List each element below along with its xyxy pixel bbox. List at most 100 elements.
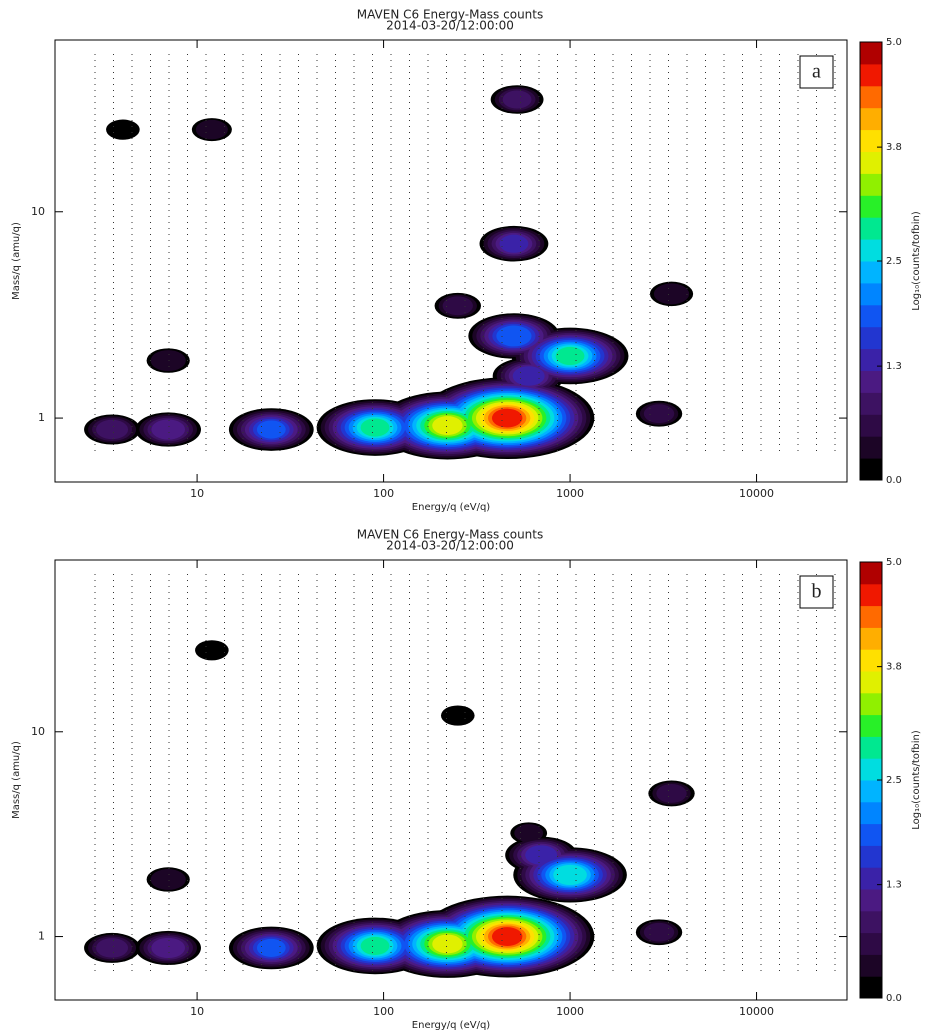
y-tick-label: 10 — [31, 725, 45, 738]
colorbar-tick-label: 1.3 — [886, 880, 902, 891]
colorbar-bin — [860, 107, 882, 131]
colorbar-bin — [860, 889, 882, 912]
chart-subtitle: 2014-03-20/12:00:00 — [386, 19, 514, 33]
contour-level — [256, 938, 286, 957]
colorbar-bin — [860, 649, 882, 672]
contour-level — [360, 418, 390, 437]
colorbar-bin — [860, 414, 882, 437]
contour-level — [360, 936, 390, 955]
y-axis-label: Mass/q (amu/q) — [11, 741, 22, 819]
colorbar-bin — [860, 976, 882, 999]
colorbar-tick-label: 2.5 — [886, 256, 902, 267]
colorbar-bin — [860, 867, 882, 890]
contour-level — [491, 408, 523, 428]
colorbar-label: Log₁₀(counts/tofbin) — [911, 211, 922, 311]
x-tick-label: 100 — [373, 487, 394, 500]
contour-level — [432, 416, 463, 435]
colorbar-bin — [860, 304, 882, 328]
colorbar-bin — [860, 845, 882, 868]
colorbar-bin — [860, 370, 882, 393]
colorbar-bin — [860, 129, 882, 152]
colorbar-bin — [860, 671, 882, 694]
colorbar-bin — [860, 261, 882, 284]
contour-level — [653, 283, 690, 305]
colorbar-bin — [860, 823, 882, 846]
colorbar-tick-label: 2.5 — [886, 775, 902, 786]
y-tick-label: 1 — [38, 930, 45, 943]
colorbar-bin — [860, 758, 882, 781]
panel: MAVEN C6 Energy-Mass counts2014-03-20/12… — [11, 8, 922, 514]
contour-level — [96, 419, 129, 440]
colorbar-tick-label: 0.0 — [886, 475, 902, 486]
colorbar-bin — [860, 151, 882, 174]
y-axis-label: Mass/q (amu/q) — [11, 222, 22, 300]
chart-subtitle: 2014-03-20/12:00:00 — [386, 539, 514, 553]
contour-level — [151, 419, 186, 440]
colorbar-bin — [860, 217, 882, 240]
colorbar-bin — [860, 714, 882, 737]
colorbar-tick-label: 0.0 — [886, 993, 902, 1004]
x-axis-label: Energy/q (eV/q) — [412, 1020, 491, 1031]
colorbar-bin — [860, 239, 882, 262]
contour-level — [195, 119, 228, 140]
x-tick-label: 10000 — [739, 1005, 774, 1018]
contour-level — [656, 784, 687, 803]
x-tick-label: 10 — [190, 487, 204, 500]
x-tick-label: 1000 — [556, 487, 584, 500]
y-tick-label: 10 — [31, 205, 45, 218]
colorbar-bin — [860, 458, 882, 481]
colorbar-bin — [860, 932, 882, 955]
x-tick-label: 100 — [373, 1005, 394, 1018]
colorbar-tick-label: 3.8 — [886, 662, 902, 673]
contour-level — [496, 325, 532, 347]
plot-area — [84, 54, 836, 460]
panel: MAVEN C6 Energy-Mass counts2014-03-20/12… — [11, 528, 922, 1032]
colorbar-bin — [860, 392, 882, 415]
contour-level — [195, 640, 229, 661]
colorbar-bin — [860, 85, 882, 109]
colorbar-bin — [860, 910, 882, 934]
x-tick-label: 1000 — [556, 1005, 584, 1018]
contour-level — [502, 90, 532, 109]
x-tick-label: 10 — [190, 1005, 204, 1018]
contour-level — [525, 845, 558, 865]
contour-level — [150, 350, 186, 372]
contour-level — [499, 234, 529, 253]
x-axis-label: Energy/q (eV/q) — [412, 502, 491, 513]
contour-level — [442, 296, 473, 316]
colorbar-bin — [860, 780, 882, 803]
contour-level — [440, 705, 475, 726]
colorbar-bin — [860, 583, 882, 607]
panel-label-box — [799, 55, 834, 89]
colorbar-bin — [860, 736, 882, 759]
colorbar-bin — [860, 42, 882, 65]
colorbar-tick-label: 5.0 — [886, 557, 902, 568]
contour-level — [150, 869, 186, 890]
contour-level — [151, 937, 186, 959]
colorbar-bin — [860, 627, 882, 650]
y-tick-label: 1 — [38, 411, 45, 424]
contour-level — [643, 404, 675, 424]
contour-level — [256, 420, 286, 439]
colorbar-label: Log₁₀(counts/tofbin) — [911, 730, 922, 830]
colorbar-bin — [860, 692, 882, 716]
colorbar-bin — [860, 436, 882, 459]
contour-level — [96, 938, 129, 958]
contour-level — [491, 927, 523, 946]
contour-level — [512, 366, 545, 386]
colorbar-bin — [860, 282, 882, 306]
contour-level — [106, 119, 140, 140]
contour-level — [553, 864, 587, 886]
plot-area — [84, 574, 836, 978]
colorbar-bin — [860, 954, 882, 977]
contour-level — [643, 922, 675, 942]
contour-level — [514, 824, 544, 843]
plot-frame — [54, 39, 848, 483]
contour-level — [555, 346, 585, 366]
panel-label-box — [799, 575, 834, 609]
colorbar-bin — [860, 801, 882, 825]
plot-frame — [54, 559, 848, 1001]
colorbar-bin — [860, 605, 882, 628]
colorbar-bin — [860, 326, 882, 350]
